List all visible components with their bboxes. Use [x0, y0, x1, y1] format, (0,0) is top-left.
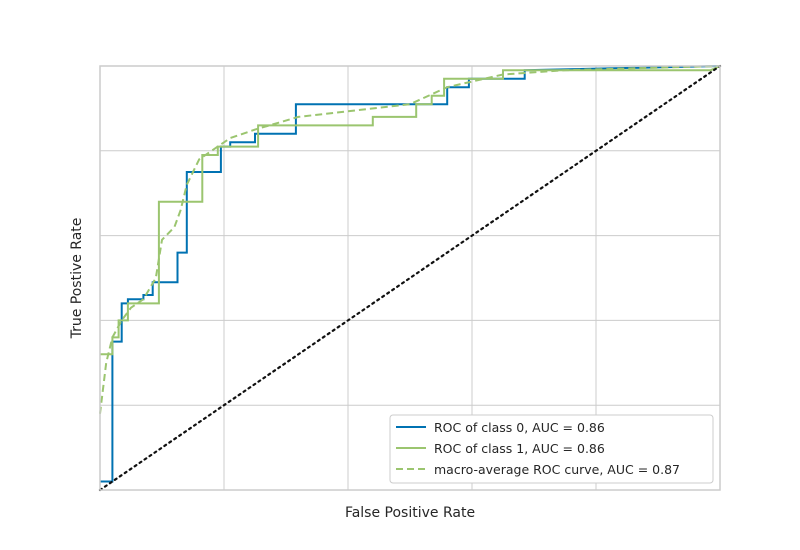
chance-diagonal-line: [98, 64, 722, 492]
legend-label-macro-average: macro-average ROC curve, AUC = 0.87: [434, 462, 680, 477]
legend-box: [389, 414, 714, 484]
x-axis-label: False Positive Rate: [345, 505, 475, 521]
legend-label-class-0: ROC of class 0, AUC = 0.86: [434, 420, 605, 435]
macro-average-roc-curve: [99, 65, 721, 414]
legend-label-class-1: ROC of class 1, AUC = 0.86: [434, 441, 605, 456]
plot-lines: [98, 64, 722, 492]
y-axis-label: True Postive Rate: [69, 218, 85, 340]
roc-curve-class-1: [100, 65, 721, 356]
legend: ROC of class 0, AUC = 0.86 ROC of class …: [389, 414, 714, 484]
plot-frame: [99, 65, 721, 491]
roc-curve-class-0: [100, 65, 721, 483]
